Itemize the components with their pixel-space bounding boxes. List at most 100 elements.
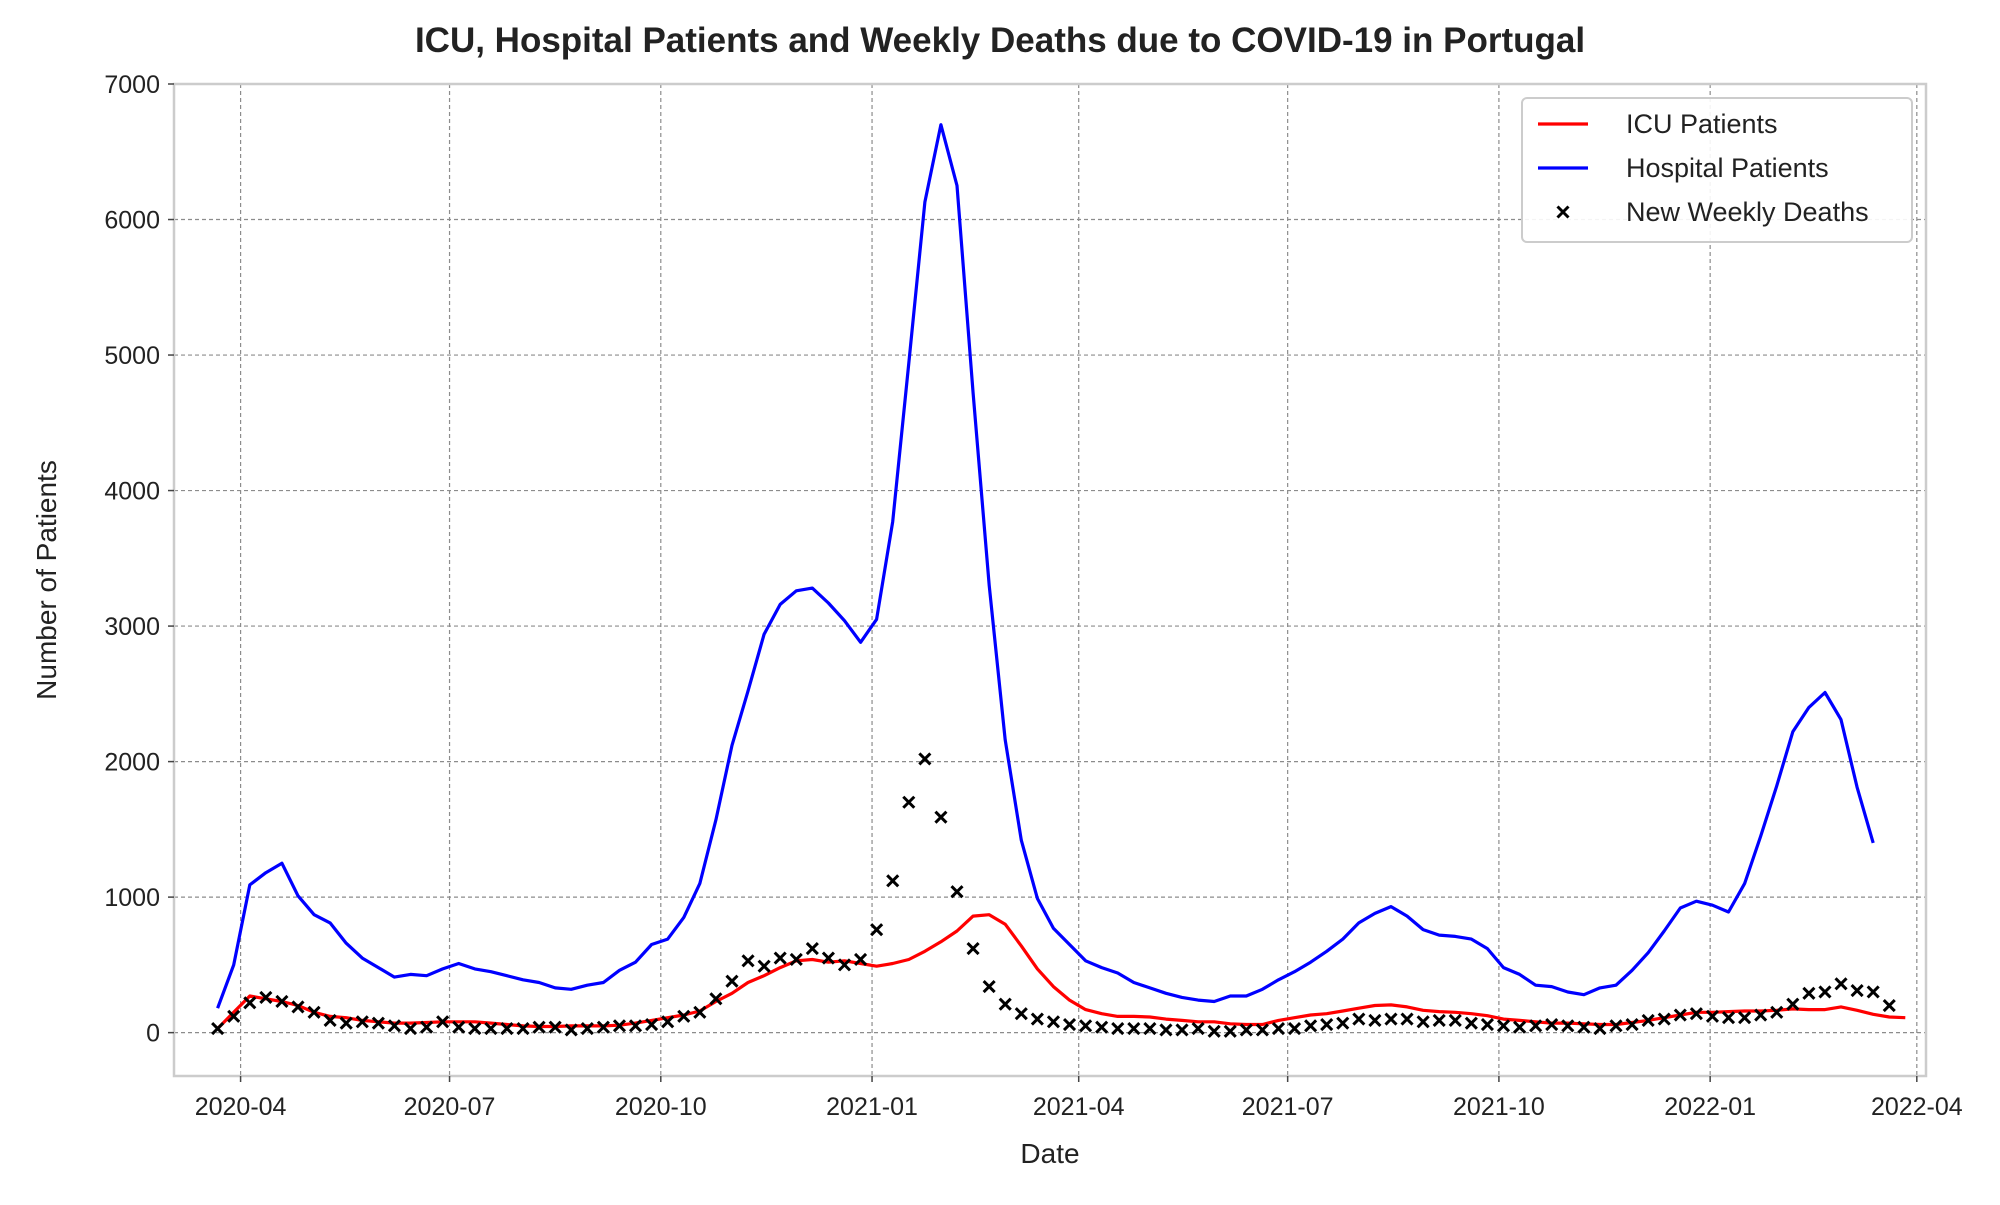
x-tick-label: 2021-10 [1453, 1093, 1545, 1121]
data-point [1577, 1020, 1591, 1034]
data-point [1866, 985, 1880, 999]
data-point [757, 959, 771, 973]
data-point [934, 810, 948, 824]
data-point [548, 1020, 562, 1034]
data-point [387, 1019, 401, 1033]
data-point [741, 954, 755, 968]
data-point [468, 1022, 482, 1036]
y-tick-label: 5000 [104, 342, 160, 370]
data-point [918, 752, 932, 766]
data-point [612, 1019, 627, 1033]
data-point [693, 1005, 707, 1019]
data-point [1191, 1022, 1205, 1036]
legend-label: Hospital Patients [1626, 153, 1829, 183]
data-point [1127, 1022, 1141, 1036]
data-point [1464, 1016, 1478, 1030]
data-point [1030, 1012, 1044, 1026]
data-point [1721, 1011, 1736, 1025]
legend-swatch [1556, 205, 1570, 219]
data-point [596, 1020, 610, 1034]
series-layer [211, 123, 1906, 1038]
data-point [1111, 1022, 1125, 1036]
data-point [355, 1015, 369, 1029]
data-point [1416, 1015, 1430, 1029]
data-point [1689, 1007, 1703, 1021]
data-point [580, 1022, 594, 1036]
data-point [709, 992, 723, 1006]
data-point [1095, 1020, 1109, 1034]
y-tick-label: 6000 [104, 207, 160, 235]
y-tick-label: 0 [146, 1020, 160, 1048]
legend: ICU Patients Hospital Patients New Weekly … [1521, 97, 1913, 243]
data-point [1738, 1011, 1752, 1025]
x-tick-label: 2021-01 [826, 1093, 918, 1121]
y-axis-label: Number of Patients [31, 460, 62, 700]
data-point [339, 1016, 353, 1030]
data-point [870, 923, 884, 937]
data-point [1143, 1022, 1157, 1036]
data-point [1818, 985, 1832, 999]
data-point [661, 1015, 675, 1029]
data-point [1432, 1013, 1446, 1028]
data-point [1014, 1007, 1028, 1021]
data-point [500, 1022, 514, 1036]
data-point [211, 1022, 225, 1036]
y-tick-label: 4000 [104, 478, 160, 506]
series-line-hospital-patients [216, 123, 1875, 1009]
data-point [1304, 1019, 1318, 1033]
data-point [789, 952, 803, 967]
data-point [1496, 1019, 1511, 1033]
x-tick-label: 2021-07 [1242, 1093, 1334, 1121]
data-point [1850, 984, 1864, 998]
data-point [1770, 1005, 1784, 1019]
legend-label: New Weekly Deaths [1626, 197, 1869, 227]
data-point [1079, 1019, 1093, 1033]
data-point [484, 1022, 498, 1036]
x-tick-label: 2022-04 [1871, 1093, 1963, 1121]
data-point [982, 979, 996, 994]
data-point [1336, 1016, 1350, 1030]
data-point [821, 951, 835, 965]
data-point [886, 874, 900, 888]
data-point [1046, 1015, 1061, 1029]
data-point [1175, 1023, 1189, 1037]
data-point [1448, 1013, 1462, 1028]
data-point [854, 952, 868, 967]
data-point [1271, 1022, 1286, 1036]
data-point [291, 1000, 305, 1014]
data-point [902, 795, 916, 809]
data-point [1400, 1012, 1414, 1026]
data-point [436, 1015, 450, 1029]
data-point [725, 974, 739, 988]
data-point [307, 1005, 321, 1019]
data-point [773, 951, 787, 965]
data-point [403, 1022, 418, 1036]
x-tick-label: 2021-04 [1033, 1093, 1125, 1121]
x-tick-label: 2020-04 [195, 1093, 287, 1121]
data-point [1320, 1017, 1334, 1032]
data-point [1641, 1013, 1655, 1028]
data-point [950, 885, 964, 899]
data-point [1834, 977, 1848, 991]
data-point [1352, 1012, 1366, 1026]
data-point [837, 958, 852, 972]
data-point [1609, 1019, 1623, 1033]
data-point [628, 1019, 643, 1033]
data-point [1882, 998, 1896, 1013]
data-point [1529, 1019, 1543, 1033]
data-point [1062, 1017, 1077, 1032]
data-point [1673, 1008, 1687, 1022]
chart-title: ICU, Hospital Patients and Weekly Deaths… [415, 21, 1585, 60]
data-point [243, 996, 257, 1010]
data-point [371, 1016, 385, 1030]
data-point [1625, 1017, 1639, 1032]
data-point [1545, 1017, 1559, 1032]
data-point [1593, 1022, 1607, 1036]
legend-box [1521, 97, 1913, 243]
data-point [805, 942, 819, 956]
data-point [645, 1017, 659, 1032]
data-point [1239, 1023, 1253, 1037]
data-point [1384, 1012, 1398, 1026]
data-point [1368, 1013, 1382, 1028]
data-point [516, 1022, 530, 1036]
